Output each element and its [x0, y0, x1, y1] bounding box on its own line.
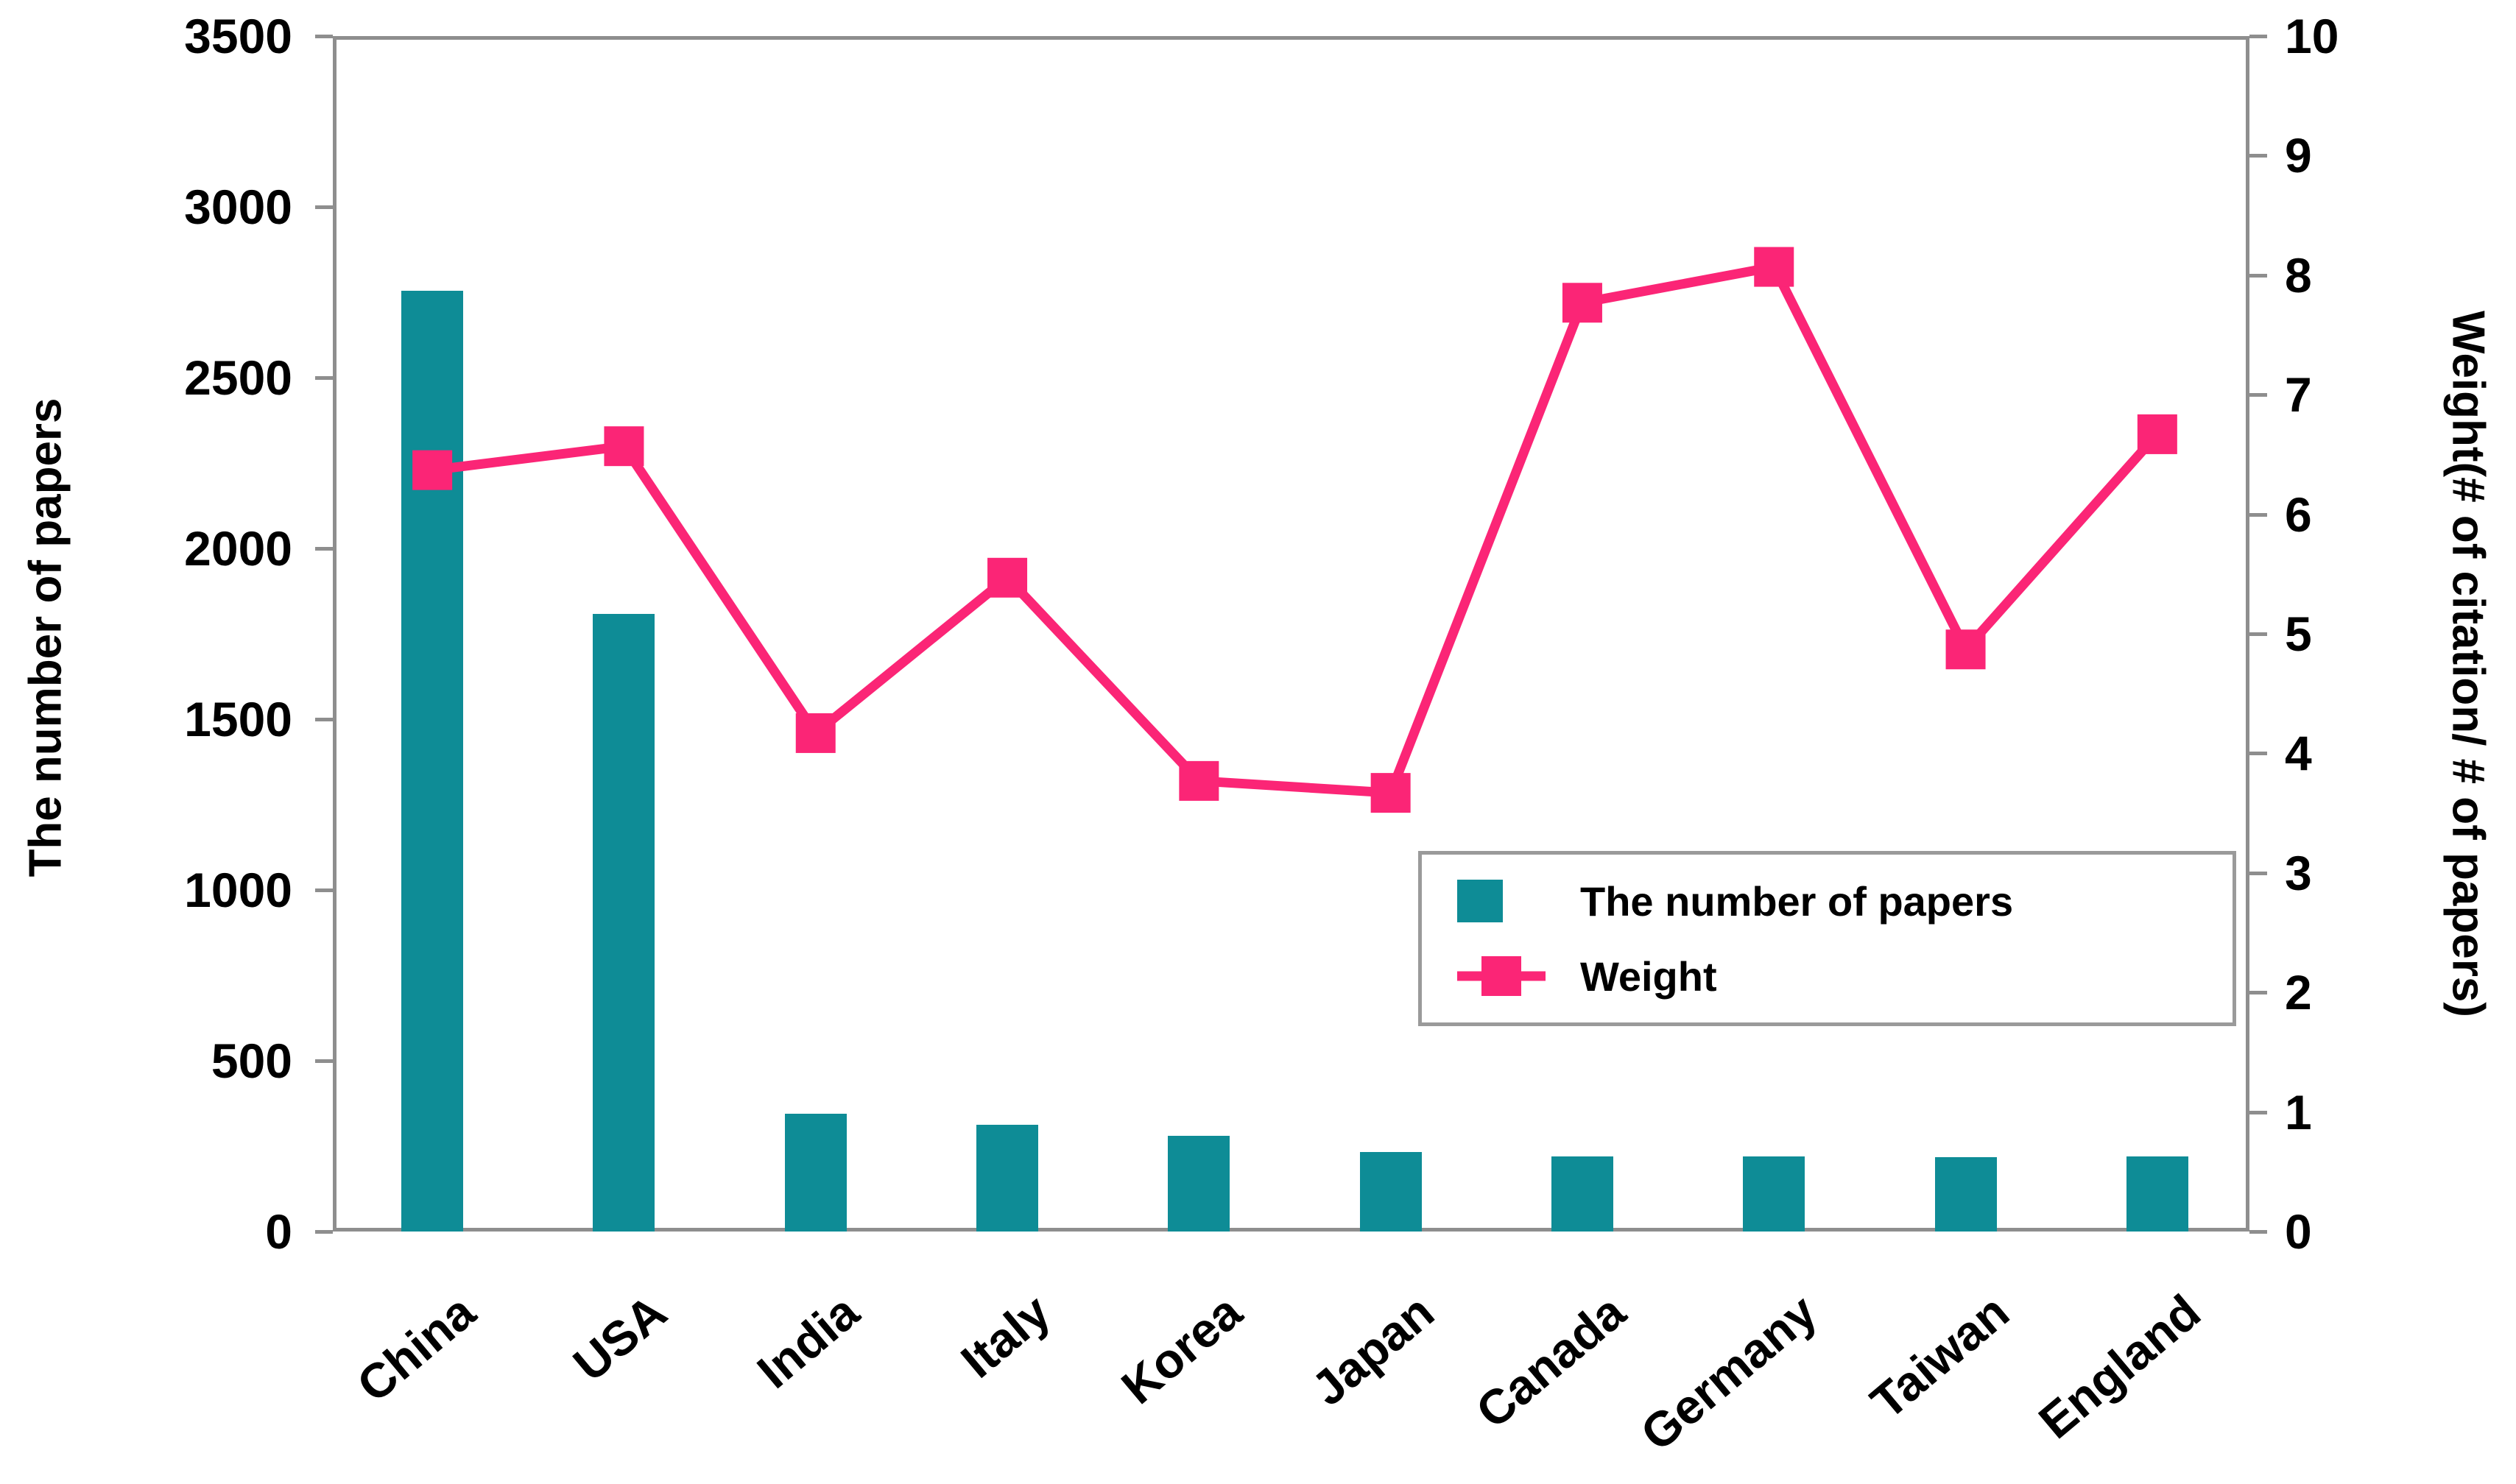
weight-marker-japan: [1370, 773, 1411, 813]
right-tick-label: 5: [2285, 607, 2312, 661]
left-tick-label: 3500: [184, 9, 292, 63]
left-tick-mark: [315, 1059, 333, 1063]
x-label-canada: Canada: [1465, 1284, 1635, 1439]
left-tick-mark: [315, 547, 333, 551]
bar-korea: [1168, 1135, 1230, 1232]
right-tick-mark: [2249, 752, 2267, 756]
bar-usa: [593, 613, 655, 1232]
bar-japan: [1359, 1151, 1422, 1232]
right-tick-mark: [2249, 35, 2267, 38]
right-tick-mark: [2249, 991, 2267, 995]
left-tick-label: 1500: [184, 692, 292, 746]
x-label-usa: USA: [563, 1284, 677, 1392]
weight-marker-korea: [1179, 760, 1219, 801]
left-tick-mark: [315, 888, 333, 892]
bar-swatch-icon: [1457, 880, 1503, 922]
right-tick-label: 10: [2285, 9, 2339, 63]
x-label-japan: Japan: [1300, 1284, 1444, 1416]
weight-line: [431, 261, 2161, 798]
right-axis-title: Weight(# of citation/ # of papers): [2442, 311, 2494, 1017]
left-tick-label: 3000: [184, 180, 292, 234]
x-label-china: China: [347, 1284, 486, 1413]
weight-marker-canada: [1562, 283, 1602, 323]
left-tick-mark: [315, 376, 333, 380]
left-tick-label: 2000: [184, 521, 292, 576]
x-label-italy: Italy: [951, 1284, 1060, 1388]
bar-england: [2126, 1156, 2188, 1232]
weight-marker-taiwan: [1945, 629, 1986, 670]
right-tick-label: 7: [2285, 367, 2312, 423]
left-tick-label: 2500: [184, 350, 292, 405]
right-tick-mark: [2249, 632, 2267, 636]
right-tick-mark: [2249, 1110, 2267, 1114]
right-tick-mark: [2249, 871, 2267, 875]
right-tick-mark: [2249, 512, 2267, 517]
right-tick-label: 6: [2285, 487, 2312, 542]
bar-india: [784, 1113, 847, 1232]
weight-marker-india: [795, 713, 836, 753]
right-tick-mark: [2249, 1230, 2267, 1234]
left-tick-label: 500: [211, 1034, 292, 1088]
right-tick-label: 1: [2285, 1084, 2312, 1140]
right-tick-label: 2: [2285, 965, 2312, 1020]
bar-germany: [1743, 1156, 1805, 1232]
x-label-india: India: [747, 1284, 869, 1399]
right-tick-mark: [2249, 154, 2267, 158]
left-tick-mark: [315, 718, 333, 721]
bar-china: [401, 291, 464, 1232]
left-tick-label: 1000: [184, 863, 292, 917]
legend-item-label: Weight: [1580, 953, 1717, 1000]
right-tick-label: 4: [2285, 726, 2312, 781]
legend-item-papers: The number of papers: [1422, 877, 2233, 925]
legend-item-label: The number of papers: [1580, 877, 2014, 925]
weight-marker-usa: [604, 426, 644, 467]
right-tick-label: 9: [2285, 128, 2312, 183]
right-tick-label: 3: [2285, 845, 2312, 900]
weight-marker-china: [412, 450, 453, 490]
left-tick-mark: [315, 35, 333, 38]
bar-taiwan: [1934, 1156, 1997, 1232]
weight-marker-germany: [1754, 247, 1794, 287]
left-tick-label: 0: [265, 1204, 292, 1259]
line-marker-icon: [1457, 955, 1546, 997]
right-tick-mark: [2249, 393, 2267, 398]
right-tick-label: 8: [2285, 247, 2312, 303]
legend: The number of papers Weight: [1418, 851, 2236, 1026]
weight-marker-england: [2137, 414, 2177, 454]
left-tick-mark: [315, 205, 333, 209]
bar-canada: [1551, 1156, 1613, 1232]
left-tick-mark: [315, 1230, 333, 1234]
x-label-korea: Korea: [1111, 1284, 1252, 1415]
right-tick-mark: [2249, 273, 2267, 278]
weight-marker-italy: [987, 557, 1028, 598]
x-label-taiwan: Taiwan: [1860, 1284, 2019, 1430]
x-label-germany: Germany: [1630, 1284, 1828, 1461]
bar-italy: [976, 1124, 1039, 1232]
left-axis-title: The number of papers: [20, 398, 71, 877]
x-label-england: England: [2028, 1284, 2210, 1449]
line-series: [412, 247, 2177, 813]
legend-item-weight: Weight: [1422, 953, 2233, 1000]
right-tick-label: 0: [2285, 1204, 2312, 1259]
plot-area: [333, 36, 2249, 1232]
